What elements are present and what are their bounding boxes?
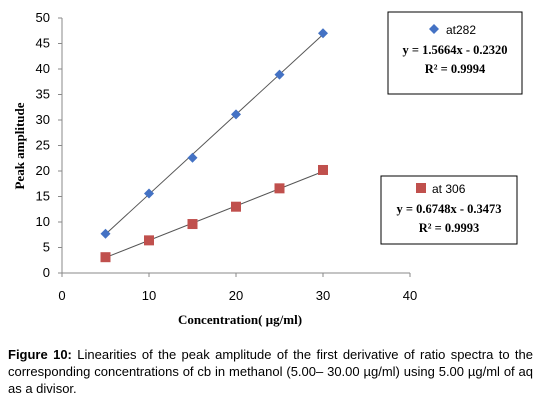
legend-box-at306: at 306 y = 0.6748x - 0.3473 R² = 0.9993: [380, 175, 518, 245]
x-tick-label: 30: [316, 288, 330, 303]
legend-label-at306: at 306: [432, 182, 466, 196]
y-tick-label: 25: [36, 138, 50, 153]
y-tick-label: 0: [43, 265, 50, 280]
y-tick-label: 30: [36, 112, 50, 127]
legend-box-at282: at282 y = 1.5664x - 0.2320 R² = 0.9994: [387, 11, 523, 95]
trendlines: [105, 34, 324, 259]
data-point-square: [187, 219, 198, 230]
data-point-square: [144, 235, 154, 246]
data-point-diamond: [274, 69, 285, 80]
legend-marker-at282: [429, 24, 439, 34]
x-tick-label: 40: [403, 288, 417, 303]
y-tick-label: 35: [36, 87, 50, 102]
data-point-diamond: [100, 228, 111, 239]
trendline-series-1: [105, 171, 324, 259]
y-axis-ticks: 0 5 10 15 20 25 30 35 40 45 50: [36, 10, 62, 280]
figure-caption: Figure 10: Linearities of the peak ampli…: [8, 346, 533, 397]
legend-marker-at306: [416, 183, 426, 193]
data-point-square: [231, 201, 241, 212]
data-point-diamond: [231, 109, 241, 120]
data-point-square: [100, 252, 111, 263]
y-tick-label: 10: [36, 214, 50, 229]
chart: 0 5 10 15 20 25 30 35 40 45 50 0 10 20 30 40 Concentra…: [12, 10, 523, 327]
x-axis-title: Concentration( µg/ml): [178, 312, 302, 327]
data-point-diamond: [318, 28, 328, 39]
data-point-square: [318, 164, 328, 175]
data-point-diamond: [187, 152, 198, 163]
x-tick-label: 0: [58, 288, 65, 303]
data-point-square: [274, 183, 285, 194]
data-points: [100, 28, 328, 263]
y-tick-label: 5: [43, 240, 50, 255]
r2-at282: R² = 0.9994: [425, 62, 486, 76]
data-point-diamond: [144, 188, 154, 199]
y-tick-label: 15: [36, 189, 50, 204]
x-tick-label: 20: [229, 288, 243, 303]
y-tick-label: 20: [36, 163, 50, 178]
equation-at306: y = 0.6748x - 0.3473: [396, 202, 501, 216]
equation-at282: y = 1.5664x - 0.2320: [402, 43, 507, 57]
caption-text: Linearities of the peak amplitude of the…: [8, 347, 533, 396]
trendline-series-0: [105, 34, 324, 235]
y-tick-label: 50: [36, 10, 50, 25]
r2-at306: R² = 0.9993: [419, 221, 480, 235]
caption-label: Figure 10:: [8, 347, 72, 362]
x-tick-label: 10: [142, 288, 156, 303]
y-tick-label: 40: [36, 61, 50, 76]
legend-label-at282: at282: [446, 23, 476, 37]
y-tick-label: 45: [36, 36, 50, 51]
axes: [61, 18, 410, 274]
x-axis-ticks: 0 10 20 30 40: [58, 273, 417, 303]
y-axis-title: Peak amplitude: [12, 102, 27, 189]
